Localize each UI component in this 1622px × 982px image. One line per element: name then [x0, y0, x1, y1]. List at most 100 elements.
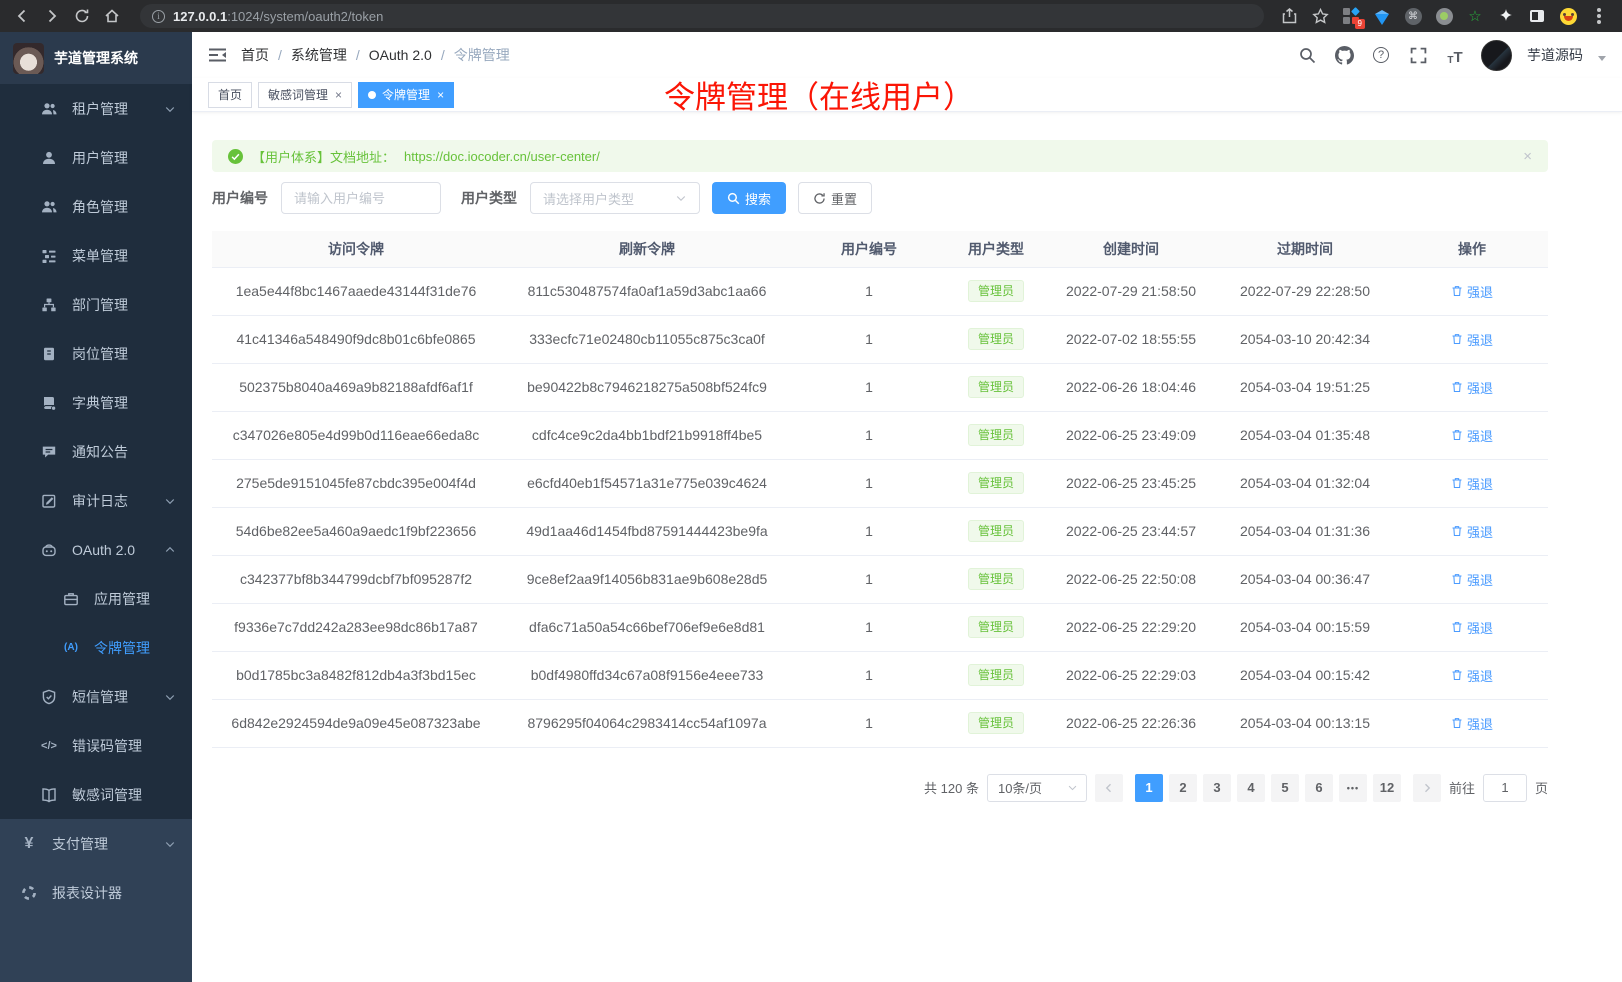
goto-page-input[interactable]: [1482, 773, 1527, 802]
sidebar-item-sms[interactable]: 短信管理: [0, 672, 192, 721]
user-id-input[interactable]: [281, 182, 441, 214]
profile-avatar-icon[interactable]: [1559, 7, 1577, 25]
force-logout-button[interactable]: 强退: [1451, 570, 1493, 589]
back-icon[interactable]: [10, 4, 34, 28]
browser-menu-icon[interactable]: [1590, 7, 1608, 25]
side-panel-icon[interactable]: [1528, 7, 1546, 25]
sidebar-item-dict[interactable]: 字典管理: [0, 378, 192, 427]
chevron-down-icon: [164, 495, 176, 507]
table-row: f9336e7c7dd242a283ee98dc86b17a87 dfa6c71a…: [212, 603, 1548, 652]
force-logout-button[interactable]: 强退: [1451, 666, 1493, 685]
next-page-button[interactable]: [1412, 773, 1441, 802]
tab-home[interactable]: 首页: [208, 81, 253, 108]
page-size-select[interactable]: 10条/页: [986, 773, 1087, 802]
sidebar-item-label: 字典管理: [72, 394, 128, 411]
force-logout-button[interactable]: 强退: [1451, 474, 1493, 493]
bookmark-star-icon[interactable]: [1311, 7, 1329, 25]
sidebar-item-sensitive[interactable]: 敏感词管理: [0, 770, 192, 819]
gem-extension-icon[interactable]: [1373, 7, 1391, 25]
user-avatar[interactable]: [1481, 39, 1512, 71]
fullscreen-icon[interactable]: [1407, 44, 1429, 66]
sidebar-item-audit[interactable]: 审计日志: [0, 476, 192, 525]
breadcrumb-item[interactable]: OAuth 2.0: [368, 47, 432, 63]
force-logout-button[interactable]: 强退: [1451, 426, 1493, 445]
sidebar-item-oauth-app[interactable]: 应用管理: [0, 574, 192, 623]
sidebar-item-oauth[interactable]: OAuth 2.0: [0, 525, 192, 574]
reload-icon[interactable]: [70, 4, 94, 28]
close-icon[interactable]: ×: [437, 87, 445, 102]
breadcrumb: 首页 / 系统管理 / OAuth 2.0 / 令牌管理: [241, 47, 510, 63]
page-button[interactable]: 2: [1168, 773, 1197, 802]
extensions-icon[interactable]: 9: [1342, 7, 1365, 29]
alert-close-icon[interactable]: ×: [1523, 147, 1532, 165]
page-button[interactable]: 3: [1202, 773, 1231, 802]
notice-icon: [41, 444, 57, 460]
page-button[interactable]: 4: [1236, 773, 1265, 802]
force-logout-button[interactable]: 强退: [1451, 282, 1493, 301]
sidebar-item-dept[interactable]: 部门管理: [0, 280, 192, 329]
share-icon[interactable]: [1280, 7, 1298, 25]
sidebar-item-errcode[interactable]: </> 错误码管理: [0, 721, 192, 770]
breadcrumb-item[interactable]: 系统管理: [290, 47, 347, 63]
sidebar: 芋道管理系统 租户管理 用户管理 角色管理 菜单管理 部门管理: [0, 32, 192, 982]
home-icon[interactable]: [100, 4, 124, 28]
reset-button[interactable]: 重置: [798, 182, 873, 214]
col-expires-at: 过期时间: [1214, 231, 1396, 268]
site-info-icon[interactable]: i: [152, 9, 165, 23]
page-ellipsis[interactable]: •••: [1338, 773, 1367, 802]
close-icon[interactable]: ×: [335, 87, 343, 102]
tab-sensitive-word[interactable]: 敏感词管理 ×: [258, 81, 353, 108]
green-star-extension-icon[interactable]: ☆: [1468, 7, 1482, 25]
github-icon[interactable]: [1333, 44, 1355, 66]
help-icon[interactable]: ?: [1370, 44, 1392, 66]
address-bar[interactable]: i 127.0.0.1:1024/system/oauth2/token: [140, 4, 1264, 28]
sidebar-item-tenant[interactable]: 租户管理: [0, 84, 192, 133]
sidebar-item-user[interactable]: 用户管理: [0, 133, 192, 182]
user-type-badge: 管理员: [967, 327, 1024, 351]
user-name[interactable]: 芋道源码: [1527, 47, 1583, 63]
app-title: 芋道管理系统: [54, 50, 138, 66]
breadcrumb-item[interactable]: 首页: [241, 47, 269, 63]
page-button[interactable]: 5: [1270, 773, 1299, 802]
sidebar-item-post[interactable]: 岗位管理: [0, 329, 192, 378]
refresh-icon: [814, 192, 825, 204]
page-button[interactable]: 1: [1134, 773, 1163, 802]
command-extension-icon[interactable]: ⌘: [1404, 7, 1422, 25]
sidebar-item-menu[interactable]: 菜单管理: [0, 231, 192, 280]
sidebar-item-label: 支付管理: [52, 835, 108, 852]
collapse-sidebar-icon[interactable]: [208, 47, 227, 63]
search-icon[interactable]: [1296, 44, 1318, 66]
url-text: 127.0.0.1:1024/system/oauth2/token: [173, 8, 384, 24]
tab-token[interactable]: 令牌管理 ×: [358, 81, 455, 108]
sidebar-item-pay[interactable]: ¥ 支付管理: [0, 819, 192, 868]
force-logout-button[interactable]: 强退: [1451, 330, 1493, 349]
goto-suffix: 页: [1534, 781, 1548, 796]
force-logout-button[interactable]: 强退: [1451, 618, 1493, 637]
sidebar-item-notice[interactable]: 通知公告: [0, 427, 192, 476]
prev-page-button[interactable]: [1094, 773, 1123, 802]
sidebar-item-oauth-token[interactable]: (A) 令牌管理: [0, 623, 192, 672]
user-caret-icon[interactable]: [1598, 55, 1606, 61]
table-row: 41c41346a548490f9dc8b01c6bfe0865 333ecfc7…: [212, 315, 1548, 364]
user-type-select[interactable]: 请选择用户类型: [530, 182, 700, 214]
sidebar-item-role[interactable]: 角色管理: [0, 182, 192, 231]
filter-form: 用户编号 用户类型 请选择用户类型 搜索 重置: [212, 182, 1548, 214]
doc-link[interactable]: https://doc.iocoder.cn/user-center/: [404, 148, 600, 164]
forward-icon[interactable]: [40, 4, 64, 28]
spark-extension-icon[interactable]: [1497, 7, 1515, 25]
extension-badge: 9: [1354, 19, 1365, 29]
oauth-icon: [41, 542, 57, 558]
force-logout-button[interactable]: 强退: [1451, 378, 1493, 397]
force-logout-button[interactable]: 强退: [1451, 714, 1493, 733]
dict-icon: [41, 395, 57, 411]
force-logout-button[interactable]: 强退: [1451, 522, 1493, 541]
page-button[interactable]: 6: [1304, 773, 1333, 802]
search-button[interactable]: 搜索: [712, 182, 787, 214]
col-actions: 操作: [1396, 231, 1548, 268]
user-id-label: 用户编号: [212, 190, 268, 206]
app-logo[interactable]: 芋道管理系统: [0, 32, 192, 84]
sidebar-item-report[interactable]: 报表设计器: [0, 868, 192, 917]
page-button[interactable]: 12: [1372, 773, 1401, 802]
recorder-extension-icon[interactable]: [1435, 7, 1453, 25]
